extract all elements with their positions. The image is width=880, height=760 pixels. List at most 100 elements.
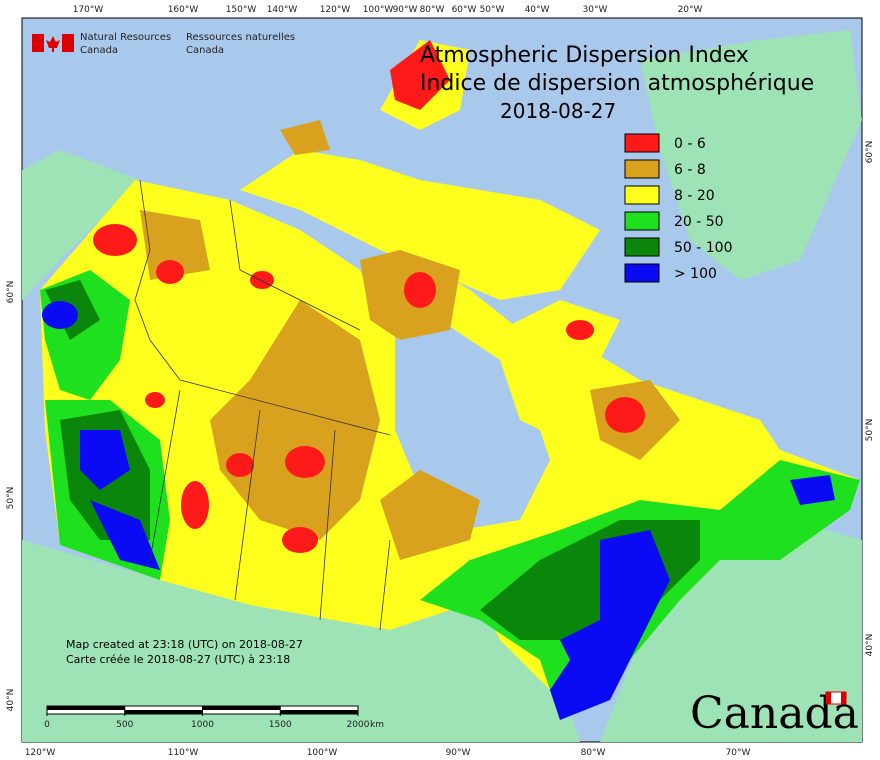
legend-swatch — [624, 237, 660, 257]
zone-0-6 — [390, 40, 450, 110]
arctic-islands — [240, 150, 600, 300]
date: 2018-08-27 — [500, 99, 616, 123]
zone-gt-100 — [790, 475, 835, 505]
legend-swatch — [624, 159, 660, 179]
flag-bar — [841, 692, 846, 704]
lon-label: 70°W — [726, 748, 751, 758]
legend-swatch — [624, 263, 660, 283]
scale-segment — [124, 710, 203, 714]
nrcan-logo — [32, 34, 74, 52]
zone-6-8 — [280, 120, 330, 155]
scale-segment — [202, 706, 281, 710]
zone-0-6 — [605, 397, 645, 433]
legend-swatch — [624, 185, 660, 205]
lon-label: 120°W — [320, 5, 351, 15]
zone-gt-100 — [550, 530, 670, 720]
lon-label: 50°W — [480, 5, 505, 15]
scale-label: 1000 — [191, 720, 214, 730]
scale-segment — [280, 710, 358, 714]
flag-bar — [826, 692, 831, 704]
agency-en: Canada — [80, 45, 118, 56]
lon-label: 20°W — [678, 5, 703, 15]
lon-label: 100°W — [307, 748, 338, 758]
scale-bar: 0 500 1000 1500 2000 km — [44, 705, 384, 730]
lat-label: 40°N — [865, 634, 875, 657]
maple-leaf — [46, 36, 60, 52]
flag-bar — [32, 34, 44, 52]
lon-label: 40°W — [525, 5, 550, 15]
alaska — [22, 150, 140, 300]
border — [319, 429, 336, 621]
baffin — [500, 300, 620, 360]
zone-0-6 — [566, 320, 594, 340]
zone-0-6 — [282, 527, 318, 553]
agency-en: Natural Resources — [80, 32, 171, 43]
border — [179, 379, 391, 436]
lat-label: 50°N — [865, 419, 875, 442]
lon-label: 80°W — [420, 5, 445, 15]
scale-segment — [47, 706, 125, 710]
legend-label: 20 - 50 — [674, 214, 724, 230]
lon-label: 170°W — [73, 5, 104, 15]
flag-bar — [62, 34, 74, 52]
legend-swatch — [624, 133, 660, 153]
scale-label: 500 — [116, 720, 133, 730]
lat-label: 60°N — [865, 141, 875, 164]
legend-swatch — [624, 211, 660, 231]
lon-label: 140°W — [267, 5, 298, 15]
legend: 0 - 6 6 - 8 8 - 20 20 - 50 50 - 100 > 100 — [624, 133, 733, 283]
legend-label: 0 - 6 — [674, 136, 706, 152]
legend-label: 8 - 20 — [674, 188, 715, 204]
zone-0-6 — [181, 481, 209, 529]
note: Carte créée le 2018-08-27 (UTC) à 23:18 — [66, 653, 290, 666]
border — [134, 179, 181, 381]
lat-label: 60°N — [6, 281, 16, 304]
border — [234, 409, 261, 601]
scale-unit: km — [370, 720, 384, 730]
zones — [40, 40, 860, 720]
lon-label: 160°W — [168, 5, 199, 15]
legend-label: 50 - 100 — [674, 240, 733, 256]
legend-label: 6 - 8 — [674, 162, 706, 178]
scale-label: 2000 — [347, 720, 370, 730]
zone-gt-100 — [90, 500, 160, 570]
zone-6-8 — [380, 470, 480, 560]
lat-label: 40°N — [6, 689, 16, 712]
zone-0-6 — [93, 224, 137, 256]
lon-label: 100°W — [363, 5, 394, 15]
agency-fr: Ressources naturelles — [186, 32, 295, 43]
border — [379, 539, 391, 631]
lon-label: 150°W — [226, 5, 257, 15]
usa — [22, 540, 580, 742]
scale-label: 1500 — [269, 720, 292, 730]
agency-fr: Canada — [186, 45, 224, 56]
lon-label: 110°W — [168, 748, 199, 758]
lat-label: 50°N — [6, 487, 16, 510]
lon-label: 90°W — [393, 5, 418, 15]
lon-label: 60°W — [452, 5, 477, 15]
greenland — [640, 30, 862, 280]
border — [149, 389, 181, 561]
wordmark-flag — [825, 691, 847, 705]
zone-0-6 — [145, 392, 165, 408]
zone-0-6 — [285, 446, 325, 478]
zone-0-6 — [404, 272, 436, 308]
zone-0-6 — [156, 260, 184, 284]
us-east — [600, 520, 862, 742]
zone-gt-100 — [42, 301, 78, 329]
border — [229, 199, 361, 331]
lon-label: 80°W — [581, 748, 606, 758]
borders — [134, 179, 391, 631]
title: Indice de dispersion atmosphérique — [420, 71, 814, 96]
zone-6-8 — [210, 300, 380, 540]
note: Map created at 23:18 (UTC) on 2018-08-27 — [66, 638, 303, 651]
legend-label: > 100 — [674, 266, 717, 282]
title: Atmospheric Dispersion Index — [420, 43, 749, 68]
zone-gt-100 — [80, 430, 130, 490]
lon-label: 120°W — [25, 748, 56, 758]
lon-label: 90°W — [446, 748, 471, 758]
graticule-labels: 170°W 160°W 150°W 140°W 120°W 100°W 90°W 80°W 60… — [6, 5, 875, 758]
zone-0-6 — [226, 453, 254, 477]
lon-label: 30°W — [583, 5, 608, 15]
